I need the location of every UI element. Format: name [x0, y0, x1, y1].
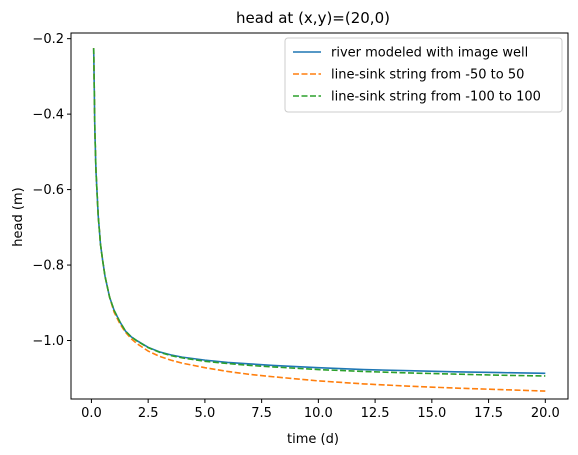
x-tick-label: 10.0	[304, 406, 333, 421]
x-tick-label: 12.5	[361, 406, 390, 421]
y-tick-label: −0.8	[32, 259, 64, 274]
x-tick-label: 2.5	[138, 406, 159, 421]
series-line-3	[92, 48, 546, 377]
axes-frame	[70, 32, 569, 400]
x-axis-label: time (d)	[287, 432, 339, 447]
x-tick-label: 5.0	[195, 406, 216, 421]
y-tick-label: −0.4	[32, 108, 64, 123]
y-tick-label: −0.6	[32, 183, 64, 198]
legend-label-3: line-sink string from -100 to 100	[331, 90, 541, 105]
x-tick-label: 17.5	[474, 406, 503, 421]
legend-label-2: line-sink string from -50 to 50	[331, 68, 524, 83]
y-tick-label: −1.0	[32, 334, 64, 349]
series-line-2	[92, 48, 546, 392]
x-tick-label: 20.0	[531, 406, 560, 421]
chart-title: head at (x,y)=(20,0)	[236, 9, 390, 27]
legend-label-1: river modeled with image well	[331, 46, 528, 61]
plot-area: 0.0 2.5 5.0 7.5 10.0 12.5 15.0 17.5 20.0 −1.0 −0.8…	[32, 32, 569, 421]
x-tick-label: 7.5	[251, 406, 272, 421]
y-tick-label: −0.2	[32, 32, 64, 47]
y-axis-label: head (m)	[11, 187, 26, 246]
x-tick-label: 15.0	[417, 406, 446, 421]
legend-box	[284, 37, 563, 113]
legend: river modeled with image well line-sink s…	[284, 37, 563, 113]
x-tick-label: 0.0	[81, 406, 102, 421]
